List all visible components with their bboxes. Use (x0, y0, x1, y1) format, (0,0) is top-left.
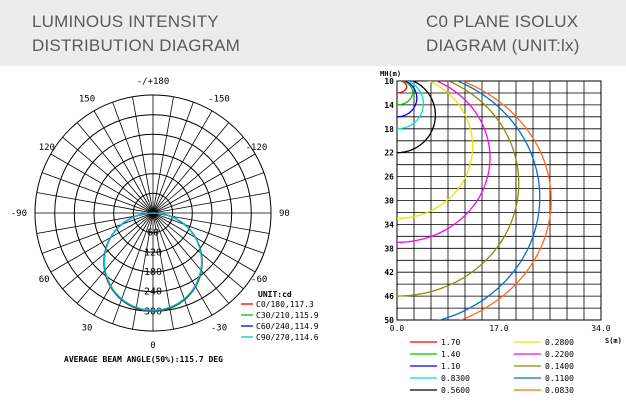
polar-angle-label: -30 (211, 323, 227, 333)
isolux-legend-label: 0.0830 (545, 386, 574, 395)
polar-legend-label: C60/240,114.9 (256, 322, 319, 331)
isolux-contour-0-8300 (397, 81, 425, 130)
polar-spoke (152, 212, 213, 316)
polar-angle-label: 60 (39, 275, 50, 285)
isolux-y-tick: 14 (384, 101, 394, 110)
polar-spoke (132, 212, 154, 330)
polar-spoke (112, 101, 154, 214)
left-header: LUMINOUS INTENSITY DISTRIBUTION DIAGRAM (0, 0, 340, 66)
polar-spoke (152, 212, 230, 304)
beam-angle-footer: AVERAGE BEAM ANGLE(50%):115.7 DEG (64, 355, 223, 364)
isolux-y-tick: 50 (384, 316, 394, 325)
polar-radial-label: 60 (147, 228, 159, 239)
polar-spoke (112, 212, 154, 325)
polar-angle-label: -/+180 (137, 77, 170, 87)
isolux-legend-label: 0.2800 (545, 338, 574, 347)
isolux-contour-1-40 (397, 81, 414, 106)
polar-spoke (93, 212, 154, 316)
polar-spoke (152, 212, 244, 290)
isolux-y-tick: 26 (384, 173, 394, 182)
polar-angle-label: 120 (39, 143, 55, 153)
isolux-legend-label: 0.1100 (545, 374, 574, 383)
polar-angle-label: 150 (79, 95, 95, 105)
isolux-y-tick: 42 (384, 268, 394, 277)
isolux-x-tick: 34.0 (591, 324, 610, 333)
polar-legend-label: C90/270,114.6 (256, 333, 319, 342)
polar-spoke (152, 172, 265, 214)
polar-radial-origin-label: 0 (150, 209, 155, 219)
polar-spoke (62, 136, 154, 214)
polar-legend-label: C30/210,115.9 (256, 311, 319, 320)
isolux-contour-1-70 (397, 81, 408, 94)
polar-spoke (152, 101, 194, 214)
isolux-legend-label: 0.1400 (545, 362, 574, 371)
isolux-x-axis-label: S(m) (605, 337, 622, 345)
polar-spoke (62, 212, 154, 290)
left-title-line1: LUMINOUS INTENSITY (32, 12, 219, 31)
isolux-contour-0-0830 (459, 81, 552, 320)
isolux-x-tick: 0.0 (390, 324, 405, 333)
left-title-line2: DISTRIBUTION DIAGRAM (32, 36, 241, 55)
polar-angle-label: -90 (11, 209, 27, 219)
isolux-legend-label: 1.40 (441, 350, 460, 359)
isolux-legend-label: 0.8300 (441, 374, 470, 383)
isolux-legend-label: 1.10 (441, 362, 460, 371)
isolux-contour-0-5600 (397, 81, 437, 154)
isolux-legend-label: 0.5600 (441, 386, 470, 395)
polar-spoke (152, 212, 194, 325)
polar-spoke (50, 153, 154, 214)
polar-curve-c90 (103, 212, 203, 311)
polar-radial-label: 180 (144, 267, 162, 278)
isolux-y-tick: 18 (384, 125, 394, 134)
isolux-y-tick: 30 (384, 197, 394, 206)
polar-spoke (152, 212, 256, 273)
polar-spoke (76, 122, 154, 214)
polar-spoke (41, 172, 154, 214)
isolux-chart: 10 14 18 22 26 30 34 38 42 46 50 MH(m) 0.0 17.0 34.0 S(… (380, 70, 622, 395)
polar-spoke (93, 110, 154, 214)
polar-angle-label: -60 (251, 275, 267, 285)
polar-spoke (152, 212, 174, 330)
isolux-legend-label: 1.70 (441, 338, 460, 347)
isolux-x-tick: 17.0 (489, 324, 508, 333)
polar-spoke (76, 212, 154, 304)
isolux-legend-label: 0.2200 (545, 350, 574, 359)
polar-angle-label: 30 (82, 323, 93, 333)
isolux-y-tick: 22 (384, 149, 394, 158)
right-title-line2: DIAGRAM (UNIT:lx) (426, 36, 580, 55)
right-title-line1: C0 PLANE ISOLUX (426, 12, 579, 31)
polar-intensity-chart: -/+180 150 120 90 60 30 0 -30 -60 -90 -120 -150 60 12… (11, 77, 319, 364)
polar-spoke (152, 212, 265, 254)
polar-angle-label: -150 (208, 95, 230, 105)
right-header: C0 PLANE ISOLUX DIAGRAM (UNIT:lx) (340, 0, 626, 66)
isolux-contour-1-10 (397, 81, 418, 118)
polar-legend-label: C0/180,117.3 (256, 300, 314, 309)
polar-spoke (152, 192, 270, 214)
isolux-y-tick: 34 (384, 220, 394, 229)
polar-spoke (152, 153, 256, 214)
isolux-contour-0-2800 (397, 81, 474, 220)
polar-radial-label: 120 (144, 247, 162, 258)
isolux-y-tick: 10 (384, 77, 394, 86)
isolux-y-tick: 38 (384, 244, 394, 253)
polar-spoke (152, 96, 174, 214)
polar-spoke (152, 136, 244, 214)
polar-angle-label: -120 (246, 143, 268, 153)
isolux-contours (397, 81, 552, 320)
polar-spoke (132, 96, 154, 214)
isolux-contour-0-1100 (437, 81, 541, 320)
polar-unit-label: UNIT:cd (258, 290, 292, 299)
polar-spoke (36, 192, 154, 214)
polar-spoke (152, 110, 213, 214)
isolux-contour-0-2200 (397, 81, 491, 243)
polar-angle-label: 0 (150, 341, 155, 351)
polar-radial-label: 240 (144, 287, 162, 298)
polar-spoke (41, 212, 154, 254)
isolux-contour-0-1400 (397, 81, 520, 297)
polar-spoke (50, 212, 154, 273)
polar-angle-label: 90 (279, 209, 290, 219)
polar-spoke (152, 122, 230, 214)
isolux-y-tick: 46 (384, 292, 394, 301)
isolux-y-axis-label: MH(m) (380, 70, 401, 78)
